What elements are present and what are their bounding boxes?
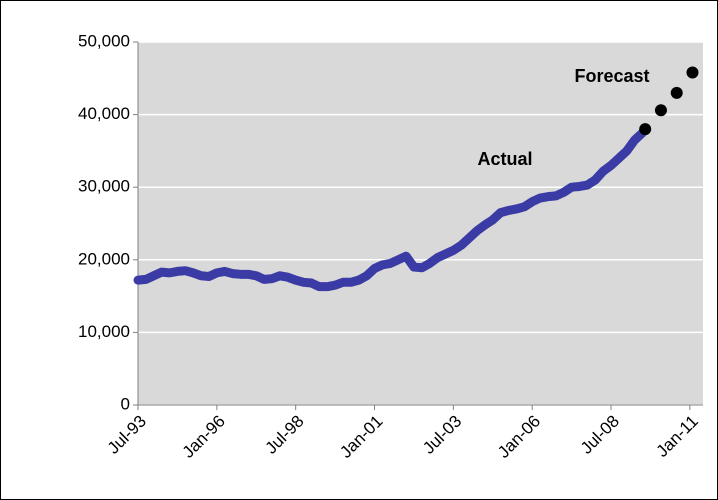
forecast-label: Forecast [574, 66, 649, 86]
forecast-point [670, 86, 683, 99]
plot-area [138, 42, 703, 405]
y-tick-label: 50,000 [78, 31, 130, 50]
y-tick-label: 20,000 [78, 249, 130, 268]
forecast-point [654, 104, 667, 117]
actual-label: Actual [477, 149, 532, 169]
y-tick-label: 10,000 [78, 322, 130, 341]
y-tick-label: 0 [121, 394, 130, 413]
forecast-point [639, 123, 652, 136]
forecast-point [686, 66, 699, 79]
actual-line [133, 128, 648, 292]
y-tick-label: 40,000 [78, 104, 130, 123]
y-tick-label: 30,000 [78, 177, 130, 196]
